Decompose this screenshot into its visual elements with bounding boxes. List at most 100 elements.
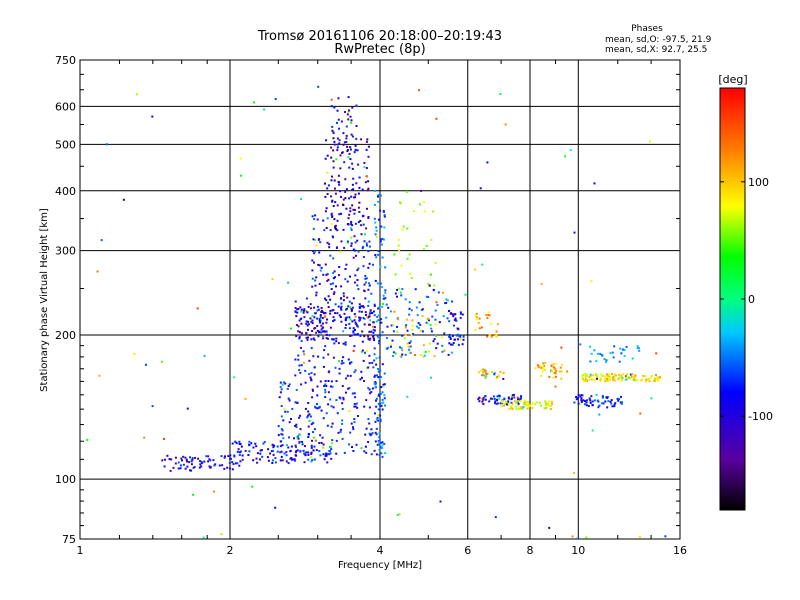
echo-point — [342, 356, 345, 359]
echo-point — [517, 404, 520, 407]
echo-point — [335, 452, 338, 455]
echo-point — [227, 455, 230, 458]
echo-point — [355, 104, 358, 107]
echo-point — [618, 398, 621, 401]
echo-point — [481, 374, 484, 377]
echo-point — [564, 155, 567, 158]
echo-point — [373, 304, 376, 307]
echo-point — [360, 447, 363, 450]
echo-point — [229, 454, 232, 457]
echo-point — [346, 145, 348, 148]
echo-point — [577, 402, 580, 405]
echo-point — [588, 376, 591, 379]
echo-point — [551, 370, 554, 373]
echo-point — [485, 373, 488, 376]
echo-point — [356, 239, 359, 242]
echo-point — [392, 330, 395, 333]
echo-point — [320, 331, 322, 334]
echo-point — [301, 443, 304, 446]
echo-point — [346, 280, 349, 283]
echo-point — [504, 402, 507, 405]
echo-point — [199, 463, 202, 466]
echo-point — [189, 469, 191, 472]
echo-point — [400, 264, 403, 267]
echo-point — [526, 407, 529, 410]
echo-point — [307, 323, 310, 326]
echo-point — [406, 227, 409, 230]
echo-point — [355, 333, 358, 336]
echo-point — [432, 210, 435, 213]
echo-point — [228, 467, 231, 470]
echo-point — [622, 373, 625, 376]
echo-point — [350, 242, 353, 245]
echo-point — [322, 446, 325, 449]
echo-point — [199, 460, 202, 463]
echo-point — [366, 316, 369, 319]
echo-point — [625, 376, 628, 379]
echo-point — [362, 305, 365, 308]
echo-point — [405, 318, 408, 321]
echo-point — [442, 291, 444, 294]
echo-point — [312, 227, 315, 230]
echo-point — [338, 396, 341, 399]
echo-point — [531, 407, 534, 410]
echo-point — [404, 326, 407, 329]
echo-point — [280, 388, 283, 391]
echo-point — [322, 453, 325, 456]
echo-point — [336, 312, 339, 315]
echo-point — [310, 423, 313, 426]
echo-point — [414, 354, 417, 356]
x-tick-label: 10 — [571, 544, 585, 557]
echo-point — [372, 331, 375, 334]
echo-point — [322, 273, 325, 276]
echo-point — [406, 342, 409, 345]
echo-point — [611, 405, 614, 408]
echo-point — [322, 365, 325, 368]
echo-point — [363, 323, 366, 326]
echo-point — [346, 296, 349, 299]
echo-point — [299, 306, 302, 309]
echo-point — [364, 297, 367, 300]
echo-point — [293, 458, 296, 461]
echo-point — [511, 407, 514, 410]
echo-point — [262, 442, 265, 445]
chart-title: Tromsø 20161106 20:18:00–20:19:43 — [257, 29, 502, 44]
echo-point — [327, 380, 330, 382]
echo-point — [573, 471, 575, 474]
echo-point — [541, 370, 544, 373]
echo-point — [298, 364, 301, 367]
echo-point — [534, 367, 537, 370]
echo-point — [364, 311, 367, 314]
echo-point — [326, 424, 329, 427]
echo-point — [580, 401, 583, 403]
echo-point — [589, 373, 592, 376]
echo-point — [287, 462, 290, 465]
echo-point — [294, 307, 297, 309]
echo-point — [349, 210, 352, 213]
echo-point — [357, 267, 360, 270]
echo-point — [452, 334, 454, 337]
echo-point — [462, 335, 465, 338]
echo-point — [350, 236, 353, 239]
echo-point — [286, 410, 289, 413]
echo-point — [383, 372, 386, 375]
echo-point — [401, 228, 404, 231]
echo-point — [241, 454, 244, 457]
echo-point — [306, 416, 309, 419]
echo-point — [379, 369, 382, 372]
echo-point — [316, 329, 319, 332]
echo-point — [326, 461, 329, 464]
echo-point — [507, 402, 510, 405]
echo-point — [342, 362, 345, 365]
echo-point — [320, 266, 323, 269]
echo-point — [583, 403, 586, 406]
echo-point — [151, 115, 154, 118]
echo-point — [367, 335, 370, 338]
echo-point — [342, 330, 345, 333]
echo-point — [359, 378, 362, 381]
echo-point — [598, 404, 601, 407]
echo-point — [295, 451, 297, 454]
echo-point — [377, 402, 380, 405]
echo-point — [596, 399, 599, 402]
echo-point — [344, 319, 347, 322]
